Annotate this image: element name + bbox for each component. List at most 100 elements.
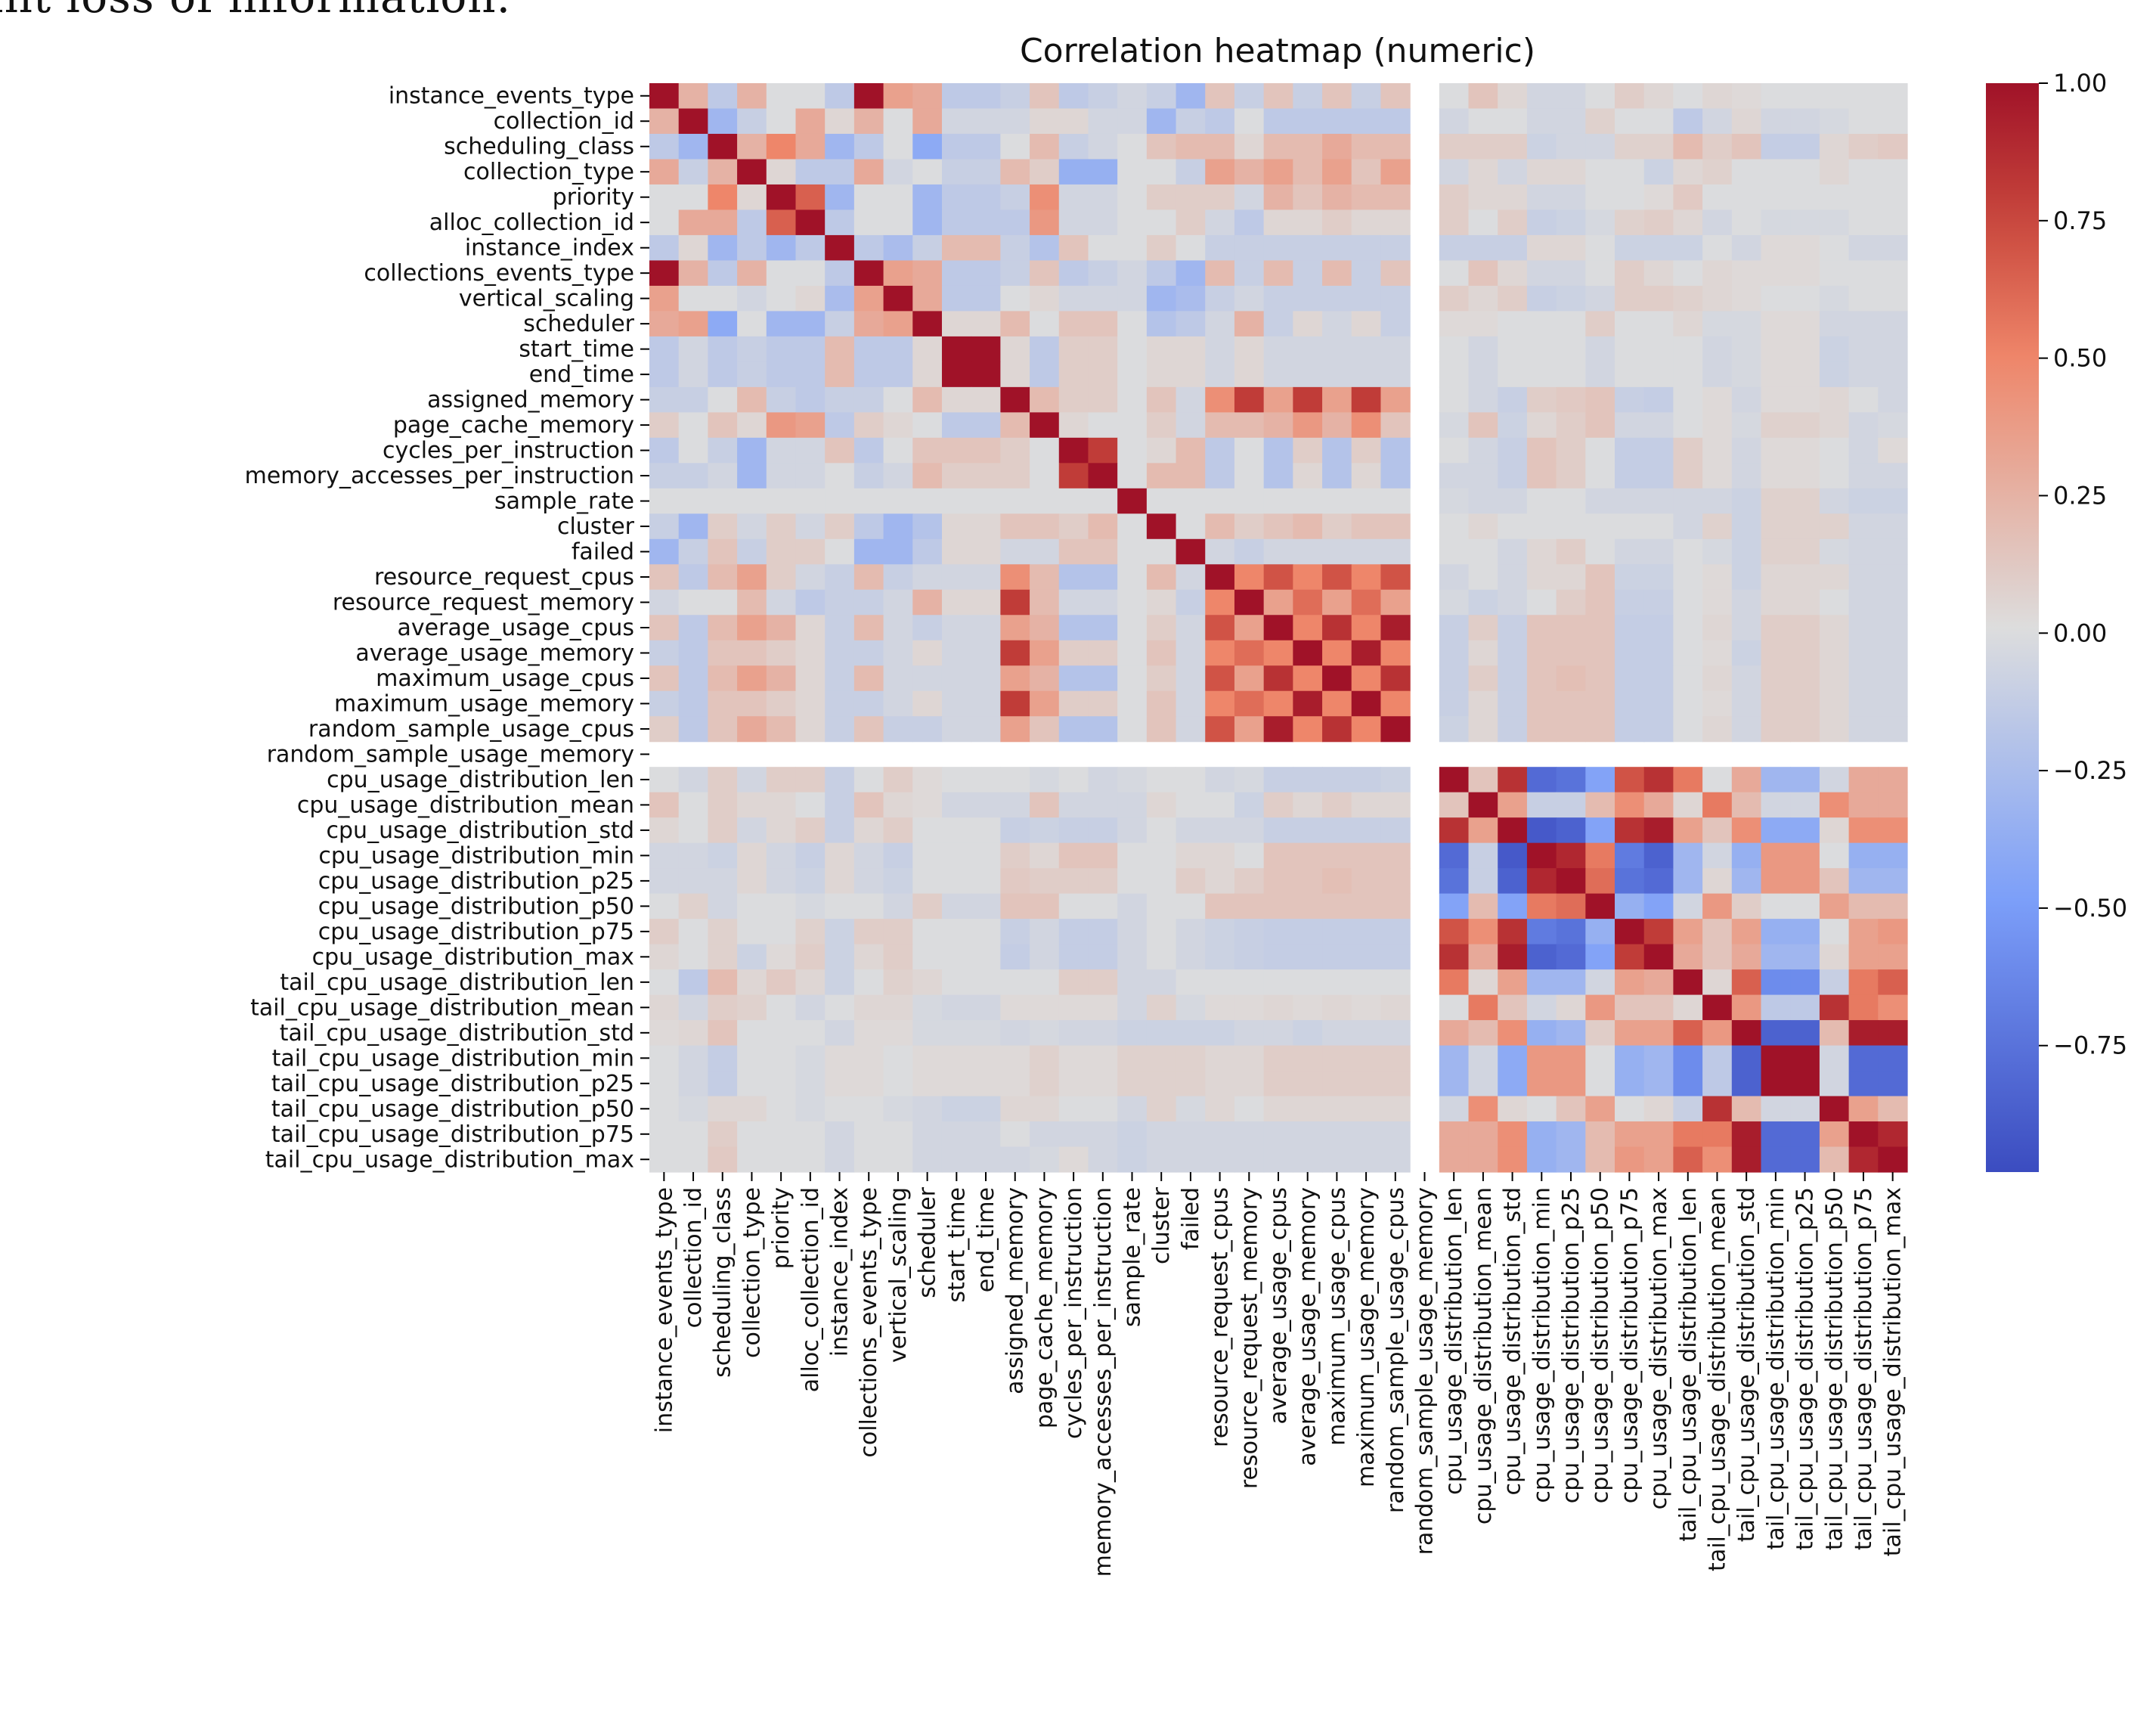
heatmap-cell bbox=[1146, 234, 1177, 262]
heatmap-cell bbox=[1498, 716, 1528, 743]
heatmap-cell bbox=[1234, 994, 1265, 1021]
heatmap-cell bbox=[1058, 842, 1089, 869]
heatmap-cell bbox=[1176, 1045, 1206, 1071]
heatmap-cell bbox=[1058, 361, 1089, 388]
heatmap-cell bbox=[1556, 842, 1586, 869]
heatmap-cell bbox=[1117, 133, 1148, 160]
heatmap-cell bbox=[1439, 285, 1470, 312]
heatmap-cell bbox=[941, 437, 972, 464]
heatmap-cell bbox=[1643, 615, 1674, 641]
heatmap-cell bbox=[1702, 1096, 1733, 1122]
heatmap-cell bbox=[678, 615, 708, 641]
heatmap-cell bbox=[737, 919, 767, 945]
heatmap-cell bbox=[1176, 868, 1206, 895]
heatmap-cell bbox=[1205, 159, 1235, 185]
heatmap-cell bbox=[971, 437, 1001, 464]
heatmap-cell bbox=[1498, 817, 1528, 844]
heatmap-cell bbox=[1585, 285, 1615, 312]
heatmap-cell bbox=[825, 564, 855, 591]
heatmap-cell bbox=[1673, 336, 1703, 362]
heatmap-cell bbox=[1585, 868, 1615, 895]
heatmap-cell bbox=[971, 412, 1001, 439]
heatmap-cell bbox=[1615, 1096, 1645, 1122]
heatmap-cell bbox=[1468, 538, 1498, 565]
heatmap-cell bbox=[825, 285, 855, 312]
heatmap-cell bbox=[1819, 1071, 1850, 1097]
heatmap-cell bbox=[1234, 1071, 1265, 1097]
heatmap-cell bbox=[1088, 1045, 1118, 1071]
heatmap-cell bbox=[737, 513, 767, 540]
heatmap-cell bbox=[678, 1020, 708, 1047]
heatmap-cell bbox=[649, 1146, 680, 1173]
heatmap-cell bbox=[1380, 260, 1411, 287]
heatmap-cell bbox=[1351, 285, 1382, 312]
heatmap-cell bbox=[1878, 83, 1908, 110]
y-tick-label: page_cache_memory bbox=[393, 412, 634, 439]
heatmap-cell bbox=[1673, 386, 1703, 413]
heatmap-cell bbox=[1615, 690, 1645, 717]
heatmap-cell bbox=[825, 1146, 855, 1173]
heatmap-cell bbox=[1030, 412, 1060, 439]
heatmap-cell bbox=[1322, 108, 1352, 135]
heatmap-cell bbox=[1088, 184, 1118, 211]
heatmap-cell bbox=[1030, 919, 1060, 945]
heatmap-cell bbox=[795, 285, 826, 312]
heatmap-cell bbox=[1293, 716, 1323, 743]
heatmap-cell bbox=[1351, 817, 1382, 844]
heatmap-cell bbox=[1761, 665, 1791, 692]
heatmap-cell bbox=[1731, 842, 1762, 869]
x-tick-label: cpu_usage_distribution_p25 bbox=[1558, 1187, 1584, 1503]
heatmap-cell bbox=[1878, 893, 1908, 920]
y-tick-label: memory_accesses_per_instruction bbox=[245, 463, 634, 489]
heatmap-cell bbox=[1556, 919, 1586, 945]
heatmap-cell bbox=[1058, 83, 1089, 110]
heatmap-cell bbox=[1000, 1020, 1030, 1047]
heatmap-cell bbox=[1615, 513, 1645, 540]
heatmap-cell bbox=[825, 665, 855, 692]
heatmap-cell bbox=[1468, 412, 1498, 439]
colorbar-tick-label: −0.50 bbox=[2053, 894, 2127, 923]
heatmap-cell bbox=[1878, 1146, 1908, 1173]
heatmap-cell bbox=[971, 1146, 1001, 1173]
heatmap-cell bbox=[1556, 640, 1586, 666]
heatmap-cell bbox=[1731, 640, 1762, 666]
heatmap-cell bbox=[1380, 1071, 1411, 1097]
heatmap-cell bbox=[1878, 538, 1908, 565]
heatmap-cell bbox=[1205, 969, 1235, 996]
heatmap-cell bbox=[1556, 893, 1586, 920]
heatmap-cell bbox=[1117, 386, 1148, 413]
heatmap-cell bbox=[1380, 589, 1411, 616]
heatmap-cell bbox=[1000, 285, 1030, 312]
heatmap-cell bbox=[1643, 1096, 1674, 1122]
heatmap-cell bbox=[1351, 792, 1382, 818]
heatmap-cell bbox=[1293, 513, 1323, 540]
heatmap-cell bbox=[1468, 463, 1498, 489]
heatmap-cell bbox=[1117, 615, 1148, 641]
heatmap-cell bbox=[1205, 538, 1235, 565]
heatmap-cell bbox=[1819, 184, 1850, 211]
heatmap-cell bbox=[1468, 83, 1498, 110]
heatmap-cell bbox=[795, 589, 826, 616]
heatmap-cell bbox=[1234, 538, 1265, 565]
heatmap-cell bbox=[853, 336, 884, 362]
heatmap-cell bbox=[708, 361, 738, 388]
x-tick-label: collections_events_type bbox=[856, 1187, 882, 1458]
heatmap-cell bbox=[912, 336, 943, 362]
heatmap-cell bbox=[1351, 311, 1382, 337]
heatmap-cell bbox=[1790, 615, 1820, 641]
heatmap-cell bbox=[1263, 209, 1293, 236]
heatmap-cells bbox=[649, 83, 1908, 1173]
heatmap-cell bbox=[1293, 589, 1323, 616]
heatmap-cell bbox=[1176, 437, 1206, 464]
heatmap-cell bbox=[1263, 969, 1293, 996]
heatmap-cell bbox=[708, 108, 738, 135]
heatmap-cell bbox=[1351, 234, 1382, 262]
heatmap-cell bbox=[1351, 336, 1382, 362]
heatmap-cell bbox=[1731, 1146, 1762, 1173]
heatmap-cell bbox=[708, 1045, 738, 1071]
heatmap-cell bbox=[1761, 488, 1791, 514]
heatmap-cell bbox=[883, 969, 913, 996]
heatmap-cell bbox=[1176, 513, 1206, 540]
heatmap-cell bbox=[1498, 159, 1528, 185]
heatmap-cell bbox=[1234, 260, 1265, 287]
